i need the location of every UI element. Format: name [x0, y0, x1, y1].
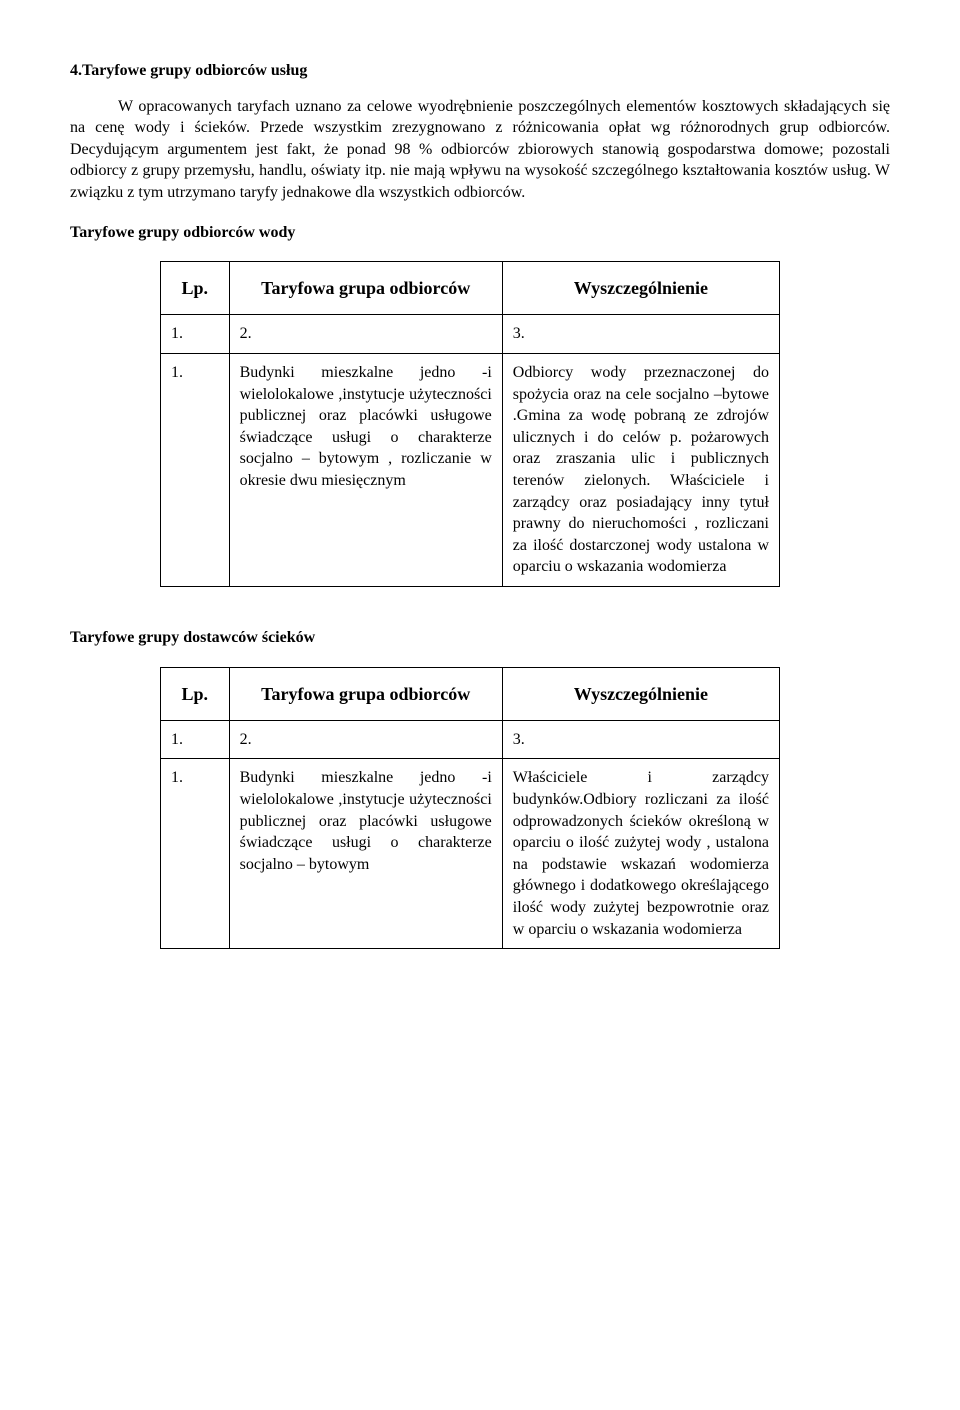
num-cell-1: 1.	[161, 720, 230, 759]
cell-lp: 1.	[161, 759, 230, 949]
table-header-row: Lp. Taryfowa grupa odbiorców Wyszczególn…	[161, 262, 780, 315]
table-number-row: 1. 2. 3.	[161, 315, 780, 354]
num-cell-2: 2.	[229, 720, 502, 759]
section-4-paragraph: W opracowanych taryfach uznano za celowe…	[70, 96, 890, 204]
water-groups-table: Lp. Taryfowa grupa odbiorców Wyszczególn…	[160, 261, 780, 587]
cell-group: Budynki mieszkalne jedno -i wielolokalow…	[229, 759, 502, 949]
sewage-groups-heading: Taryfowe grupy dostawców ścieków	[70, 627, 890, 649]
num-cell-3: 3.	[502, 315, 779, 354]
water-groups-heading: Taryfowe grupy odbiorców wody	[70, 222, 890, 244]
num-cell-1: 1.	[161, 315, 230, 354]
header-group: Taryfowa grupa odbiorców	[229, 667, 502, 720]
num-cell-2: 2.	[229, 315, 502, 354]
header-lp: Lp.	[161, 262, 230, 315]
table-row: 1. Budynki mieszkalne jedno -i wieloloka…	[161, 759, 780, 949]
header-group: Taryfowa grupa odbiorców	[229, 262, 502, 315]
header-spec: Wyszczególnienie	[502, 667, 779, 720]
sewage-groups-table: Lp. Taryfowa grupa odbiorców Wyszczególn…	[160, 667, 780, 950]
header-lp: Lp.	[161, 667, 230, 720]
section-4-title: 4.Taryfowe grupy odbiorców usług	[70, 60, 890, 82]
table-row: 1. Budynki mieszkalne jedno -i wieloloka…	[161, 354, 780, 587]
table-number-row: 1. 2. 3.	[161, 720, 780, 759]
cell-spec: Odbiorcy wody przeznaczonej do spożycia …	[502, 354, 779, 587]
cell-lp: 1.	[161, 354, 230, 587]
cell-spec: Właściciele i zarządcy budynków.Odbiory …	[502, 759, 779, 949]
table-header-row: Lp. Taryfowa grupa odbiorców Wyszczególn…	[161, 667, 780, 720]
num-cell-3: 3.	[502, 720, 779, 759]
cell-group: Budynki mieszkalne jedno -i wielolokalow…	[229, 354, 502, 587]
header-spec: Wyszczególnienie	[502, 262, 779, 315]
